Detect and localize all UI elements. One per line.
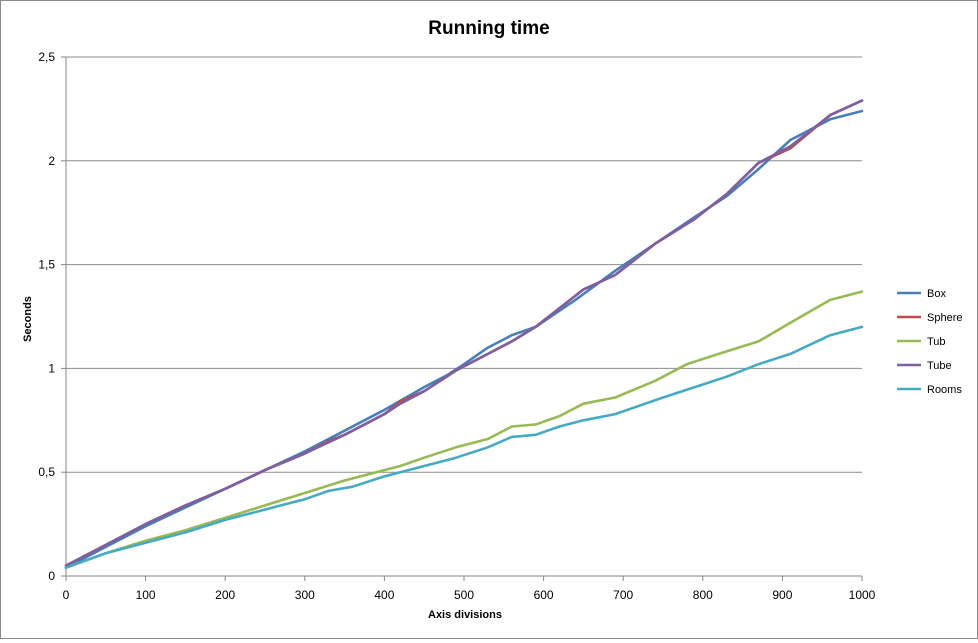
series-line-sphere — [64, 99, 864, 567]
y-tick-labels: 0 0,5 1 1,5 2 2,5 — [38, 50, 55, 583]
y-tick-label: 1,5 — [38, 258, 55, 272]
x-tick-label: 1000 — [849, 588, 876, 602]
y-axis-title: Seconds — [22, 296, 34, 342]
y-tick-label: 0,5 — [38, 465, 55, 479]
series-line-tube — [64, 99, 864, 567]
gridlines — [66, 56, 862, 473]
legend-label: Tub — [927, 336, 946, 348]
x-tick-label: 700 — [613, 588, 633, 602]
x-tick-label: 500 — [454, 588, 474, 602]
series-line-rooms — [64, 325, 864, 570]
x-tick-label: 0 — [63, 588, 70, 602]
chart-title: Running time — [428, 18, 549, 39]
series-lines — [64, 99, 864, 570]
y-tick-label: 0 — [48, 569, 55, 583]
x-tick-label: 900 — [772, 588, 792, 602]
legend: Box Sphere Tub Tube Rooms — [897, 288, 962, 396]
legend-label: Box — [927, 288, 946, 300]
x-tick-label: 400 — [374, 588, 394, 602]
y-tick-label: 2 — [48, 154, 55, 168]
x-tick-label: 100 — [136, 588, 156, 602]
x-axis-title: Axis divisions — [428, 609, 502, 621]
x-tick-label: 600 — [534, 588, 554, 602]
legend-label: Rooms — [927, 384, 962, 396]
series-line-tub — [64, 290, 864, 570]
legend-label: Sphere — [927, 312, 962, 324]
x-tick-label: 300 — [295, 588, 315, 602]
x-tick-labels: 0 100 200 300 400 500 600 700 800 900 1000 — [63, 588, 876, 602]
axes — [61, 56, 863, 581]
y-tick-label: 1 — [48, 361, 55, 375]
x-tick-label: 800 — [693, 588, 713, 602]
y-tick-label: 2,5 — [38, 50, 55, 64]
x-tick-label: 200 — [215, 588, 235, 602]
legend-label: Tube — [927, 360, 952, 372]
